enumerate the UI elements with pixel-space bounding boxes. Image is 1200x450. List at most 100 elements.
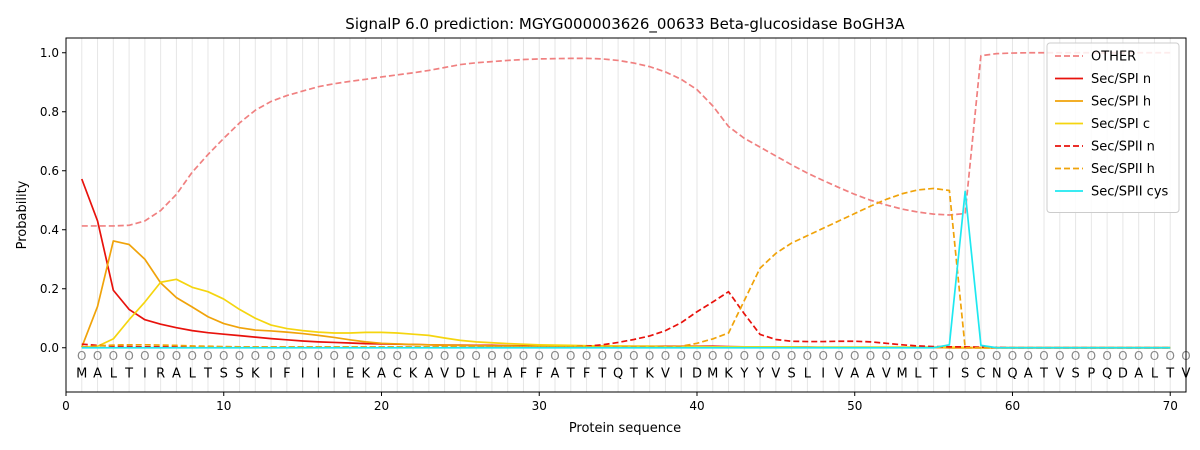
residue-letter: M — [76, 366, 87, 381]
residue-marker: O — [755, 349, 764, 363]
residue-marker: O — [897, 349, 906, 363]
residue-marker: O — [1024, 349, 1033, 363]
residue-letter: L — [110, 366, 118, 381]
residue-letter: K — [645, 366, 654, 381]
residue-letter: I — [316, 366, 320, 381]
residue-letter: C — [976, 366, 985, 381]
y-tick-label: 0.4 — [40, 223, 59, 237]
residue-letter: N — [992, 366, 1002, 381]
residue-marker: O — [740, 349, 749, 363]
y-tick-label: 0.0 — [40, 341, 59, 355]
residue-marker: O — [440, 349, 449, 363]
residue-marker: O — [676, 349, 685, 363]
x-axis-label: Protein sequence — [569, 421, 681, 436]
residue-marker: O — [992, 349, 1001, 363]
residue-letter: A — [850, 366, 859, 381]
legend-label: Sec/SPII h — [1091, 162, 1155, 177]
x-tick-label: 0 — [62, 399, 70, 413]
residue-letter: Q — [1102, 366, 1112, 381]
series-line — [80, 240, 1171, 349]
residue-letter: Q — [613, 366, 623, 381]
residue-letter: S — [220, 366, 228, 381]
residue-letter: L — [189, 366, 197, 381]
residue-marker: O — [661, 349, 670, 363]
residue-marker: O — [976, 349, 985, 363]
y-tick-label: 1.0 — [40, 46, 59, 60]
residue-letter: D — [455, 366, 465, 381]
residue-letter: K — [361, 366, 370, 381]
residue-marker: O — [724, 349, 733, 363]
x-tick-label: 40 — [689, 399, 704, 413]
residue-letter: V — [882, 366, 891, 381]
residue-letter: F — [583, 366, 590, 381]
residue-marker: O — [1165, 349, 1174, 363]
x-tick-label: 60 — [1005, 399, 1020, 413]
residue-marker: O — [377, 349, 386, 363]
residue-marker: O — [282, 349, 291, 363]
residue-letter: V — [835, 366, 844, 381]
residue-letter: Y — [755, 366, 764, 381]
residue-letter: E — [346, 366, 354, 381]
x-tick-label: 50 — [847, 399, 862, 413]
residue-marker: O — [771, 349, 780, 363]
residue-letter: T — [1039, 366, 1048, 381]
sequence-residues: OMOAOLOTOIOROAOLOTOSOSOKOIOFOIOIOIOEOKOA… — [76, 349, 1191, 381]
residue-marker: O — [1118, 349, 1127, 363]
residue-marker: O — [1087, 349, 1096, 363]
residue-letter: V — [1055, 366, 1064, 381]
residue-letter: I — [947, 366, 951, 381]
residue-marker: O — [818, 349, 827, 363]
x-tick-label: 70 — [1163, 399, 1178, 413]
residue-letter: T — [203, 366, 212, 381]
axis-ticks: 0 10 20 30 40 50 60 70 0.0 0.2 0.4 0.6 0.8 1.0 — [40, 46, 1178, 413]
residue-letter: A — [172, 366, 181, 381]
residue-marker: O — [1008, 349, 1017, 363]
x-tick-label: 10 — [216, 399, 231, 413]
legend-label: Sec/SPI h — [1091, 95, 1151, 110]
residue-marker: O — [945, 349, 954, 363]
residue-letter: S — [1071, 366, 1079, 381]
legend-label: OTHER — [1091, 50, 1136, 65]
residue-letter: T — [566, 366, 575, 381]
residue-marker: O — [203, 349, 212, 363]
residue-marker: O — [708, 349, 717, 363]
residue-letter: K — [724, 366, 733, 381]
y-axis-label: Probability — [15, 180, 30, 249]
residue-marker: O — [1134, 349, 1143, 363]
residue-letter: I — [821, 366, 825, 381]
residue-letter: I — [679, 366, 683, 381]
residue-marker: O — [345, 349, 354, 363]
residue-marker: O — [850, 349, 859, 363]
residue-marker: O — [93, 349, 102, 363]
residue-letter: V — [661, 366, 670, 381]
residue-letter: Q — [1007, 366, 1017, 381]
residue-letter: A — [1134, 366, 1143, 381]
residue-letter: T — [597, 366, 606, 381]
residue-marker: O — [834, 349, 843, 363]
residue-letter: D — [1118, 366, 1128, 381]
residue-marker: O — [566, 349, 575, 363]
residue-marker: O — [487, 349, 496, 363]
residue-letter: I — [301, 366, 305, 381]
residue-marker: O — [140, 349, 149, 363]
residue-marker: O — [582, 349, 591, 363]
series-line — [81, 290, 1171, 349]
residue-letter: A — [1024, 366, 1033, 381]
residue-letter: S — [961, 366, 969, 381]
residue-marker: O — [866, 349, 875, 363]
residue-marker: O — [424, 349, 433, 363]
series-line — [81, 51, 1171, 227]
residue-letter: T — [124, 366, 133, 381]
x-tick-label: 30 — [532, 399, 547, 413]
y-tick-label: 0.6 — [40, 164, 59, 178]
legend-label: Sec/SPI c — [1091, 117, 1150, 132]
residue-letter: P — [1087, 366, 1095, 381]
residue-letter: I — [143, 366, 147, 381]
residue-marker: O — [613, 349, 622, 363]
residue-letter: K — [409, 366, 418, 381]
residue-letter: S — [788, 366, 796, 381]
residue-marker: O — [960, 349, 969, 363]
residue-marker: O — [235, 349, 244, 363]
residue-letter: S — [235, 366, 243, 381]
residue-letter: D — [692, 366, 702, 381]
